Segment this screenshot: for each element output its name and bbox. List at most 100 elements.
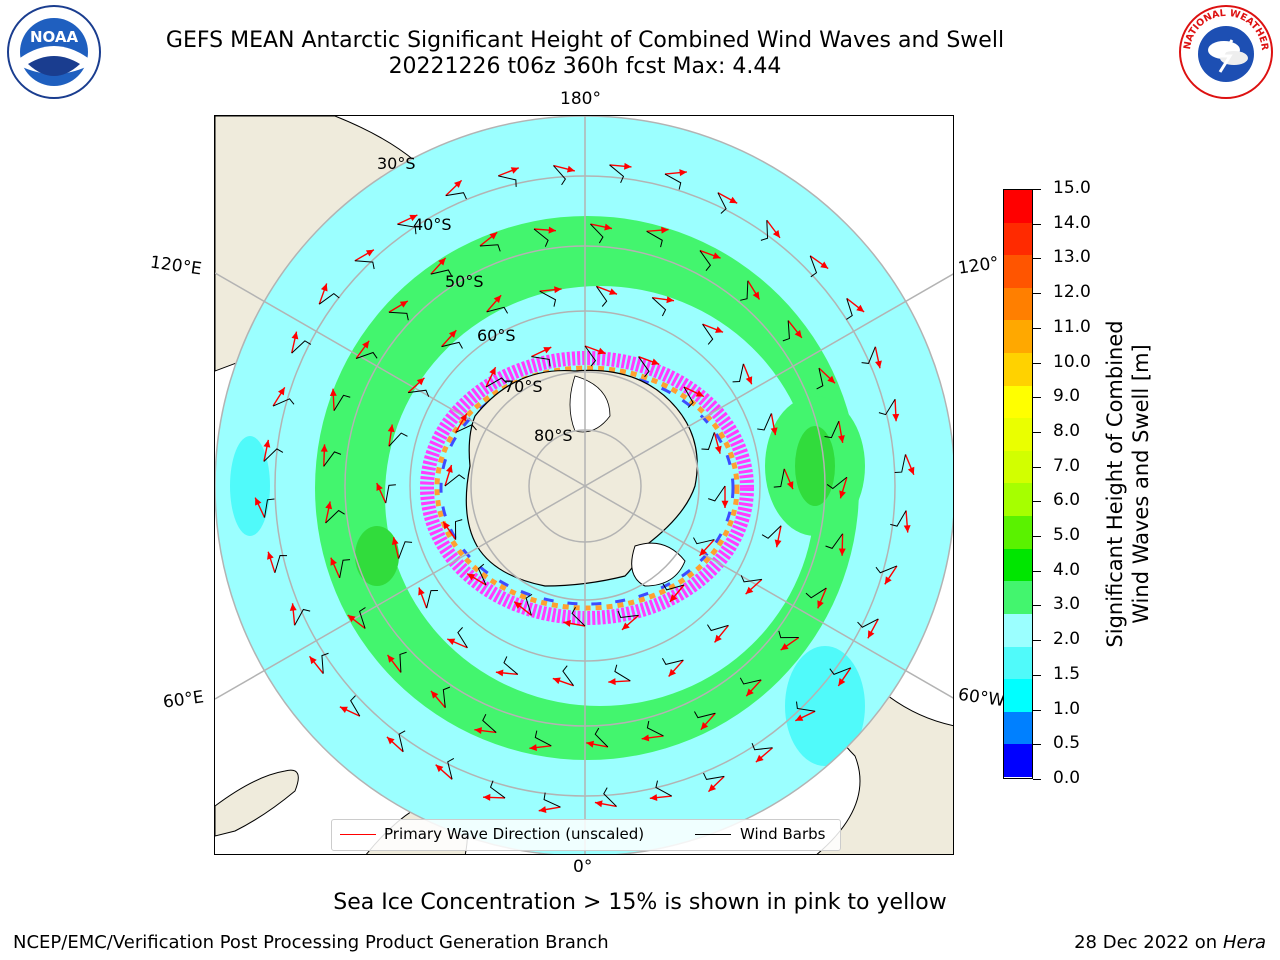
wind-barb	[617, 610, 639, 618]
wave-arrow-head	[746, 688, 754, 697]
wave-arrow-head	[325, 501, 333, 510]
wind-barb	[398, 730, 406, 752]
colorbar-tick-label: 1.0	[1053, 698, 1081, 719]
colorbar-tick-label: 8.0	[1053, 420, 1081, 441]
wave-arrow-head	[538, 806, 547, 813]
lon-label-120w: 120°	[956, 253, 1001, 279]
wind-barb	[553, 165, 567, 186]
colorbar-tick-label: 14.0	[1053, 212, 1091, 233]
lon-label-0: 0°	[573, 857, 593, 877]
wind-barb	[454, 519, 463, 540]
colorbar-segment	[1004, 679, 1032, 712]
wind-barb	[503, 656, 519, 675]
wave-arrow-head	[669, 594, 678, 602]
colorbar-label: Significant Height of Combined Wind Wave…	[1102, 320, 1154, 647]
wind-barb	[272, 398, 295, 407]
wave-arrow-head	[391, 537, 399, 545]
wave-arrow-head	[386, 736, 395, 745]
wind-barb	[534, 730, 552, 747]
wave-arrow-head	[467, 573, 476, 581]
colorbar-segment	[1004, 646, 1032, 680]
wind-barb	[751, 743, 773, 751]
wind-barb	[757, 413, 772, 431]
wave-arrow-head	[329, 388, 337, 397]
colorbar-segment	[1004, 222, 1032, 256]
wind-barb	[664, 173, 682, 190]
colorbar-segment	[1004, 581, 1032, 614]
wave-arrow-head	[712, 252, 721, 259]
wave-arrow-head	[715, 326, 724, 333]
colorbar-tick-label: 15.0	[1053, 178, 1091, 198]
wave-arrow-head	[435, 764, 444, 773]
wave-direction-arrows	[254, 162, 915, 813]
wave-arrow-head	[566, 165, 575, 173]
noaa-seal-icon: NOAA	[7, 5, 101, 99]
wind-barb	[816, 368, 824, 390]
wind-barb	[825, 533, 844, 549]
lat-label-50s: 50°S	[445, 272, 484, 291]
wave-arrow-head	[780, 643, 789, 651]
colorbar-segment	[1004, 744, 1032, 777]
wave-arrow-head	[460, 413, 467, 422]
sea-ice-note: Sea Ice Concentration > 15% is shown in …	[333, 890, 947, 915]
wind-barb	[878, 399, 896, 416]
wind-barb	[274, 554, 288, 573]
wave-arrow-head	[838, 548, 846, 556]
wind-barb	[339, 559, 351, 578]
wave-arrow-head	[608, 678, 616, 686]
colorbar-tick-label: 7.0	[1053, 455, 1081, 476]
wind-barb	[662, 583, 685, 591]
wave-arrow-head	[447, 638, 456, 646]
wave-arrow-head	[474, 727, 482, 735]
wind-barb	[805, 587, 827, 599]
lat-label-80s: 80°S	[534, 426, 573, 445]
wave-arrow-head	[291, 331, 299, 340]
wind-barb	[760, 220, 769, 241]
colorbar-segment	[1004, 255, 1032, 288]
legend-swatch-barbs	[695, 834, 731, 835]
lon-label-60w: 60°W	[956, 684, 1007, 712]
wave-arrow-head	[755, 754, 764, 763]
colorbar-tick-label: 10.0	[1053, 351, 1091, 372]
wave-arrow-head	[875, 360, 882, 369]
wave-arrow-head	[586, 740, 595, 748]
wind-barb	[498, 175, 517, 187]
wave-arrow-head	[263, 439, 271, 448]
wave-arrow-head	[856, 304, 865, 312]
chart-title: GEFS MEAN Antarctic Significant Height o…	[165, 28, 1005, 53]
wave-arrow-head	[649, 794, 658, 802]
wave-arrow-head	[376, 483, 383, 492]
wind-barb	[525, 593, 533, 616]
wind-barb	[562, 665, 574, 686]
colorbar-tick	[1033, 744, 1041, 746]
wind-barb	[455, 424, 477, 433]
wave-arrow-head	[543, 347, 552, 354]
colorbar-tick	[1033, 362, 1041, 364]
wind-barb	[661, 658, 684, 665]
wave-arrow-head	[770, 427, 778, 436]
wave-arrow-head	[510, 167, 519, 174]
colorbar-segment	[1004, 548, 1032, 582]
colorbar-tick	[1033, 431, 1041, 433]
wind-barb	[699, 250, 712, 271]
wave-arrow-head	[752, 291, 760, 300]
wind-barb	[441, 341, 463, 349]
wind-barb	[457, 627, 468, 649]
wave-arrow-head	[289, 603, 297, 611]
wind-barb	[875, 565, 898, 574]
colorbar-label-line2: Wind Waves and Swell [m]	[1129, 344, 1153, 624]
wave-arrow-head	[700, 722, 709, 730]
wind-barb	[609, 164, 625, 184]
wind-barb	[291, 340, 312, 354]
colorbar-tick	[1033, 223, 1041, 225]
wave-arrow-head	[604, 223, 612, 231]
wind-barb	[740, 575, 762, 583]
wave-arrow-head	[387, 654, 395, 663]
wave-arrow-head	[774, 539, 782, 548]
wind-barb	[408, 389, 430, 397]
wind-barb	[482, 713, 497, 733]
wave-arrow-head	[903, 525, 911, 533]
wave-arrow-head	[867, 630, 875, 639]
wave-arrow-head	[623, 162, 632, 170]
wave-arrow-head	[708, 784, 717, 792]
